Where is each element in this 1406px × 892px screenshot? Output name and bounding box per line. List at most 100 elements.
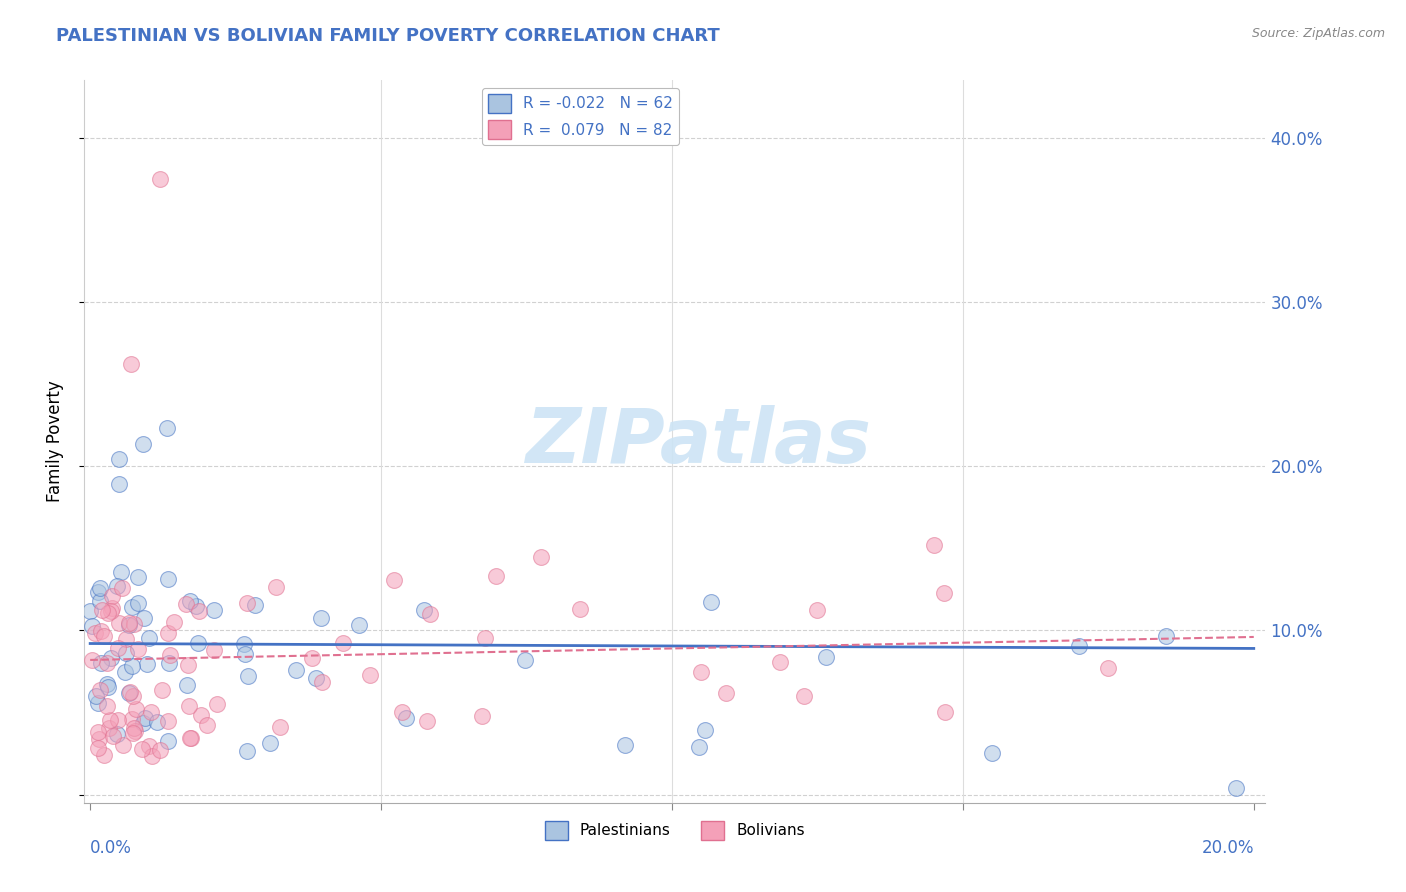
Point	[157, 626, 180, 640]
Point	[84, 689, 107, 703]
Point	[87, 741, 110, 756]
Point	[202, 603, 225, 617]
Point	[180, 731, 202, 746]
Point	[121, 600, 143, 615]
Point	[184, 599, 207, 613]
Point	[176, 678, 198, 692]
Point	[391, 705, 413, 719]
Point	[205, 697, 228, 711]
Point	[107, 615, 129, 630]
Point	[100, 600, 122, 615]
Point	[179, 731, 201, 746]
Point	[311, 674, 333, 689]
Point	[115, 632, 138, 646]
Point	[233, 636, 256, 650]
Point	[513, 653, 536, 667]
Point	[131, 742, 153, 756]
Point	[121, 712, 143, 726]
Point	[87, 725, 110, 739]
Text: 20.0%: 20.0%	[1201, 838, 1254, 857]
Point	[1156, 629, 1178, 643]
Point	[179, 594, 201, 608]
Point	[235, 744, 257, 758]
Point	[149, 171, 172, 186]
Point	[105, 727, 128, 741]
Point	[121, 659, 143, 673]
Point	[89, 581, 111, 595]
Point	[395, 711, 418, 725]
Point	[690, 665, 713, 680]
Point	[90, 656, 112, 670]
Text: Source: ZipAtlas.com: Source: ZipAtlas.com	[1251, 27, 1385, 40]
Point	[163, 615, 186, 629]
Point	[93, 747, 115, 762]
Point	[96, 677, 118, 691]
Point	[236, 596, 259, 610]
Point	[700, 594, 723, 608]
Text: 0.0%: 0.0%	[90, 838, 132, 857]
Point	[149, 743, 172, 757]
Point	[132, 715, 155, 730]
Point	[688, 740, 710, 755]
Point	[91, 602, 114, 616]
Point	[118, 685, 141, 699]
Point	[187, 636, 209, 650]
Point	[108, 476, 131, 491]
Point	[150, 683, 173, 698]
Point	[349, 618, 371, 632]
Point	[981, 746, 1004, 760]
Point	[122, 721, 145, 735]
Point	[793, 689, 815, 703]
Point	[1069, 639, 1091, 653]
Point	[89, 624, 111, 638]
Point	[233, 647, 256, 661]
Text: ZIPatlas: ZIPatlas	[526, 405, 872, 478]
Point	[86, 696, 108, 710]
Point	[134, 711, 156, 725]
Point	[107, 640, 129, 655]
Point	[259, 736, 281, 750]
Point	[112, 739, 135, 753]
Point	[814, 650, 837, 665]
Point	[382, 573, 405, 587]
Point	[97, 681, 120, 695]
Point	[80, 619, 103, 633]
Point	[693, 723, 716, 737]
Point	[1225, 780, 1247, 795]
Point	[157, 656, 180, 670]
Point	[93, 629, 115, 643]
Point	[89, 682, 111, 697]
Point	[124, 724, 146, 739]
Point	[305, 671, 328, 685]
Point	[471, 708, 494, 723]
Point	[82, 653, 104, 667]
Point	[177, 699, 200, 714]
Point	[136, 657, 159, 672]
Y-axis label: Family Poverty: Family Poverty	[45, 381, 63, 502]
Point	[100, 604, 122, 618]
Point	[146, 714, 169, 729]
Point	[416, 714, 439, 728]
Point	[269, 720, 291, 734]
Point	[110, 566, 132, 580]
Point	[190, 707, 212, 722]
Point	[236, 669, 259, 683]
Point	[714, 686, 737, 700]
Point	[202, 642, 225, 657]
Point	[134, 611, 156, 625]
Point	[108, 452, 131, 467]
Point	[138, 631, 160, 645]
Point	[87, 585, 110, 599]
Point	[138, 739, 160, 754]
Point	[127, 596, 149, 610]
Point	[120, 357, 142, 371]
Point	[101, 589, 124, 603]
Point	[117, 615, 139, 630]
Point	[139, 706, 162, 720]
Point	[922, 538, 945, 552]
Point	[124, 617, 146, 632]
Point	[413, 603, 436, 617]
Point	[98, 721, 121, 735]
Point	[174, 597, 197, 611]
Point	[103, 729, 125, 743]
